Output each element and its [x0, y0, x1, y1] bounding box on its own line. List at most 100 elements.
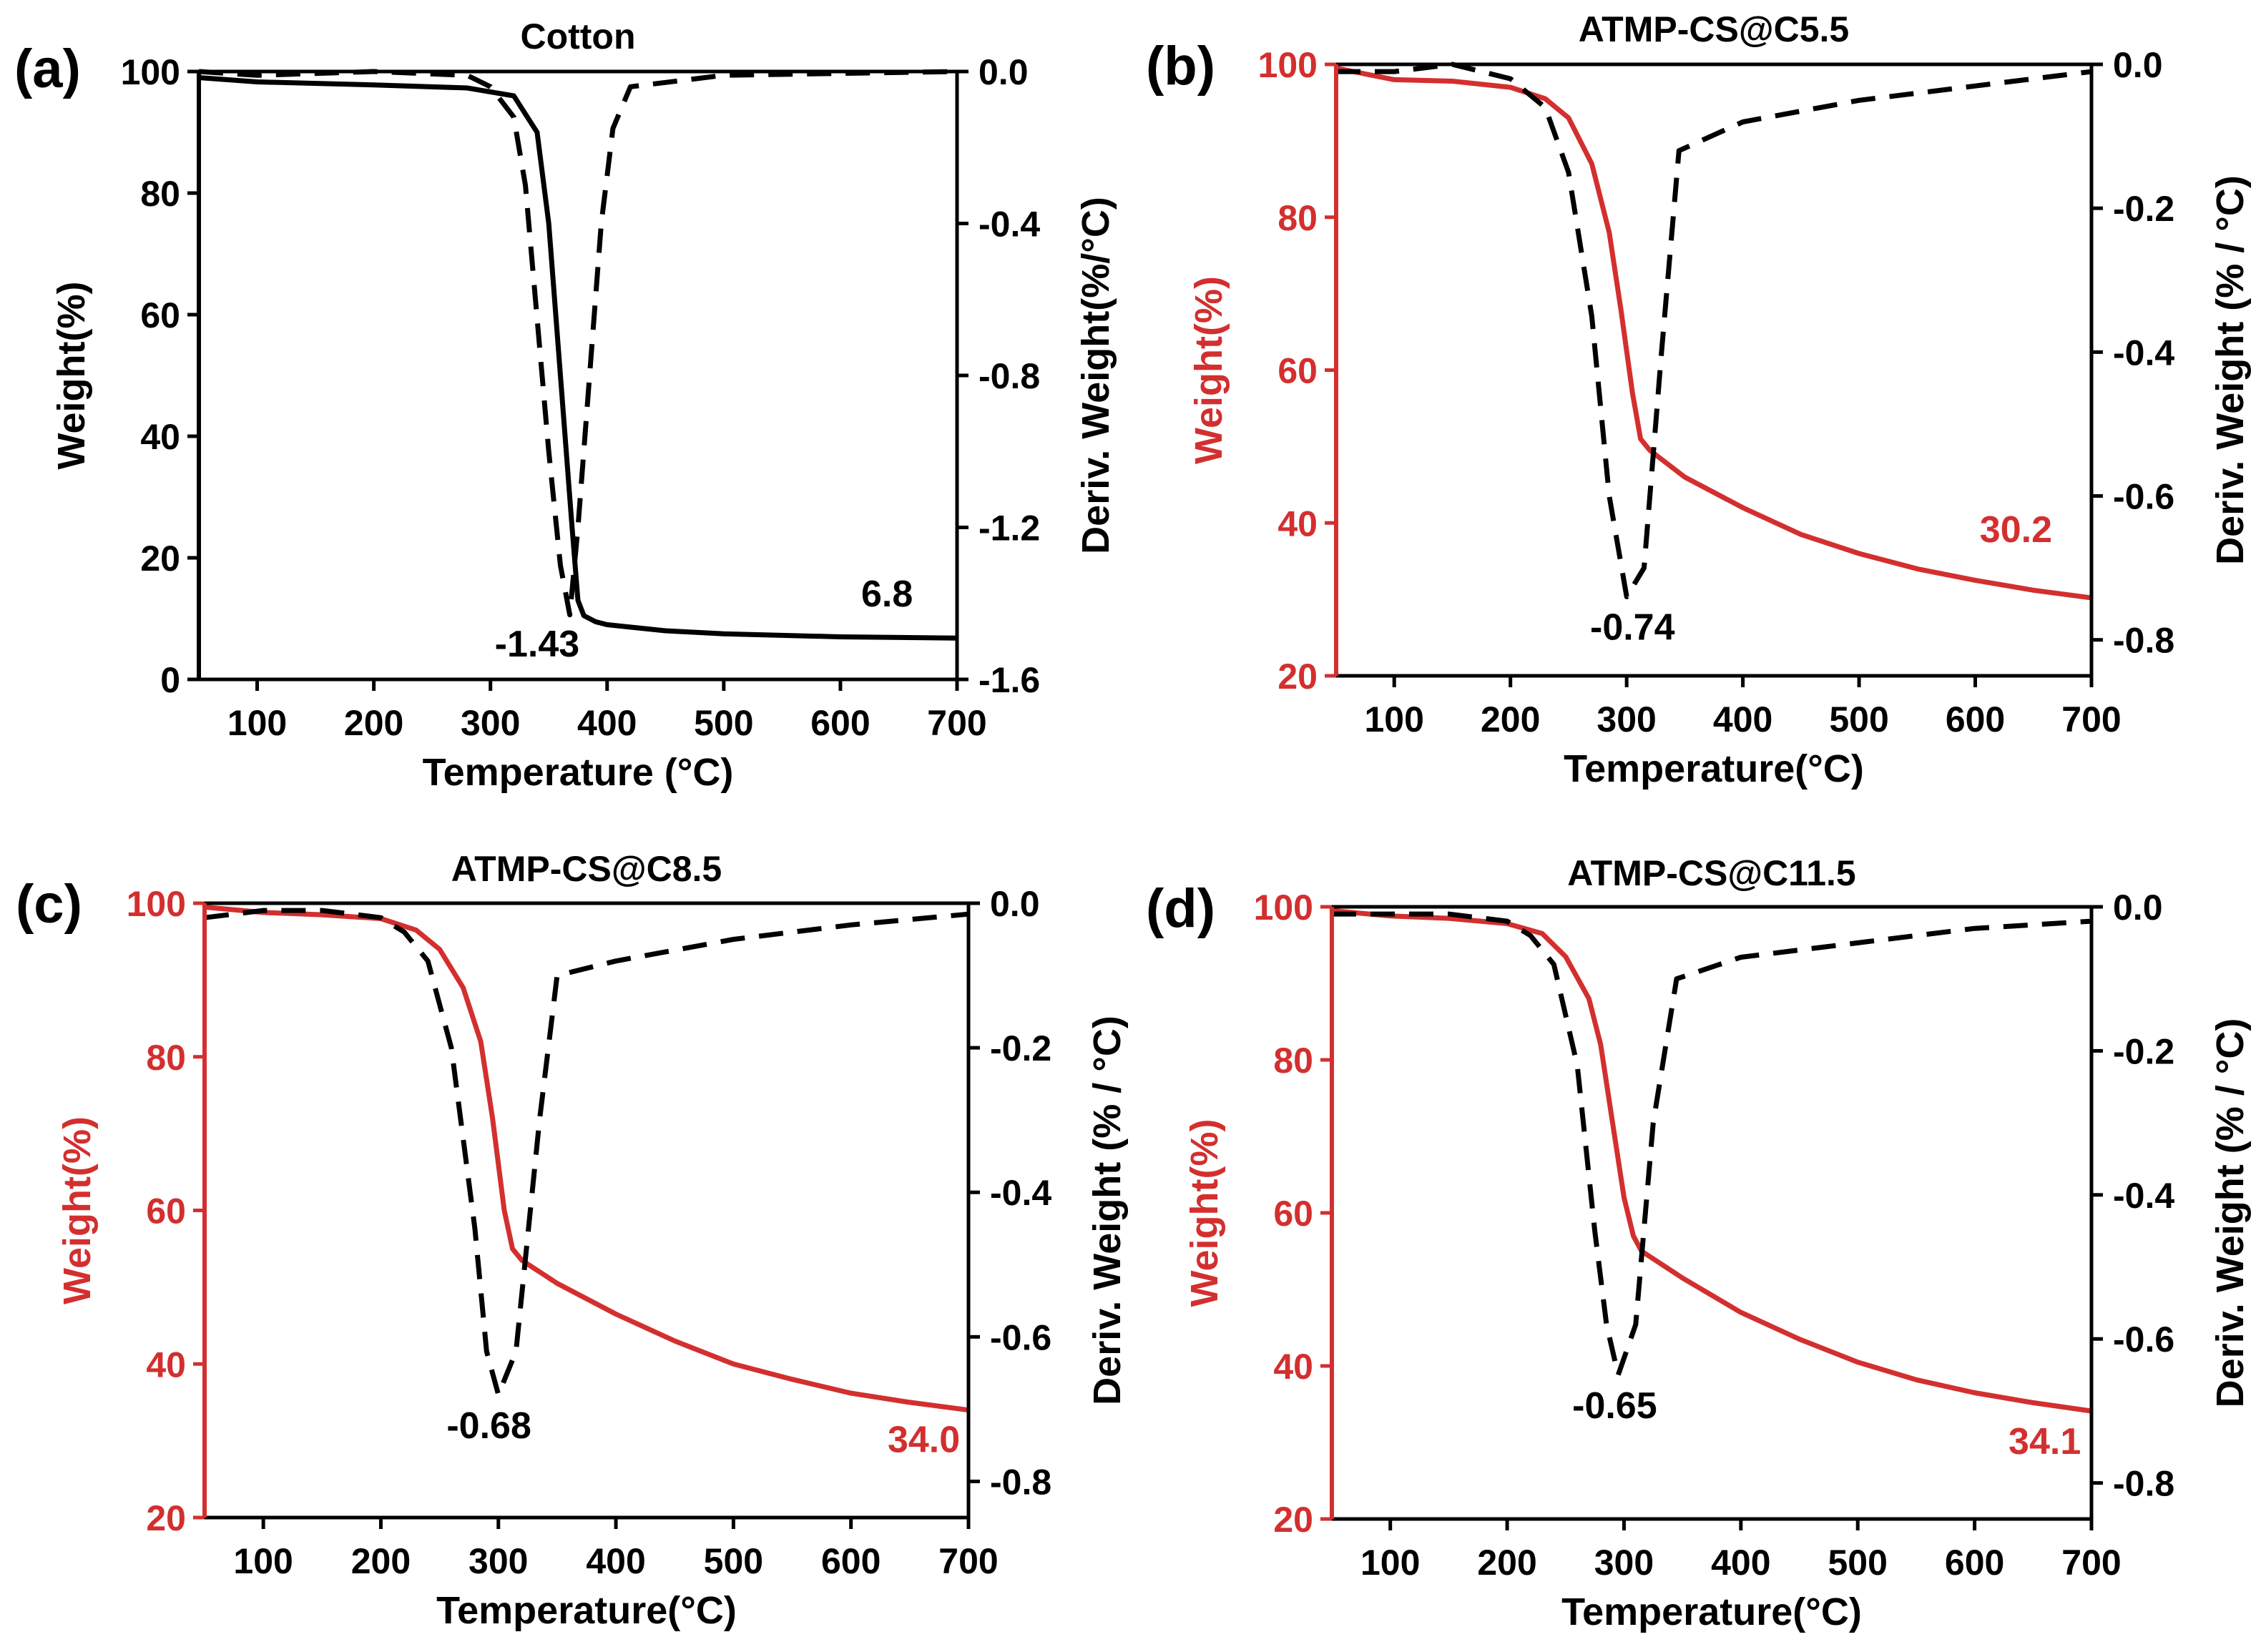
x-tick-label: 100 [227, 703, 287, 743]
chart-title: ATMP-CS@C8.5 [451, 849, 722, 889]
y-right-tick-label: -0.2 [2113, 1031, 2174, 1071]
x-tick-label: 700 [2061, 1543, 2121, 1583]
y-axis-left-label: Weight(%) [56, 1116, 99, 1304]
x-tick-label: 300 [461, 703, 520, 743]
x-tick-label: 200 [1481, 699, 1540, 739]
panel-label: (d) [1146, 878, 1215, 939]
y-right-tick-label: -0.8 [2113, 621, 2174, 661]
data-annotation: 30.2 [1980, 509, 2052, 551]
x-tick-label: 300 [1594, 1543, 1654, 1583]
y-axis-left-label: Weight(%) [1187, 276, 1230, 464]
y-right-tick-label: 0.0 [2113, 888, 2163, 928]
y-right-tick-label: -0.4 [2113, 333, 2174, 373]
deriv-weight-series-line [198, 69, 958, 618]
y-right-tick-label: -1.6 [978, 660, 1040, 700]
y-left-tick-label: 100 [121, 52, 180, 92]
weight-series-line [204, 904, 969, 1413]
panel-label: (a) [14, 39, 81, 99]
y-right-tick-label: -0.6 [2113, 477, 2174, 517]
deriv-weight-series-line [1336, 62, 2092, 599]
y-right-tick-label: -0.2 [990, 1028, 1051, 1068]
data-annotation: 6.8 [861, 574, 913, 615]
y-right-tick-label: -0.4 [990, 1173, 1051, 1213]
data-annotation: -0.68 [446, 1405, 531, 1447]
y-axis-right-label: Deriv. Weight (% / °C) [2209, 175, 2252, 565]
data-annotation: 34.1 [2008, 1421, 2081, 1462]
x-tick-label: 300 [469, 1541, 528, 1581]
y-axis-right-label: Deriv. Weight(%/°C) [1074, 197, 1117, 554]
y-right-tick-label: -0.8 [2113, 1464, 2174, 1504]
y-right-tick-label: -0.2 [2113, 189, 2174, 229]
weight-series-line [1331, 908, 2092, 1414]
x-tick-label: 600 [821, 1541, 881, 1581]
x-tick-label: 100 [1360, 1543, 1420, 1583]
y-right-tick-label: 0.0 [978, 52, 1029, 92]
x-tick-label: 700 [2061, 699, 2121, 739]
chart-title: ATMP-CS@C11.5 [1567, 853, 1855, 893]
y-axis-right-label: Deriv. Weight (% / °C) [2209, 1018, 2252, 1408]
y-right-tick-label: -0.4 [978, 205, 1040, 245]
weight-series-line [1335, 65, 2092, 601]
weight-series-line [198, 75, 958, 641]
y-left-tick-label: 80 [146, 1038, 186, 1078]
y-left-tick-label: 100 [1258, 45, 1318, 85]
y-left-tick-label: 80 [1273, 1041, 1313, 1081]
x-tick-label: 200 [351, 1541, 411, 1581]
y-left-tick-label: 100 [127, 884, 186, 924]
y-left-tick-label: 40 [1277, 503, 1318, 544]
y-left-tick-label: 60 [1277, 351, 1318, 391]
y-right-tick-label: -1.2 [978, 508, 1040, 549]
x-tick-label: 400 [577, 703, 637, 743]
x-tick-label: 500 [1829, 699, 1888, 739]
data-annotation: -1.43 [495, 624, 580, 665]
y-right-tick-label: -0.8 [990, 1462, 1051, 1502]
x-tick-label: 500 [704, 1541, 763, 1581]
panel-label: (c) [16, 874, 82, 935]
x-tick-label: 600 [1946, 699, 2005, 739]
y-left-tick-label: 80 [140, 174, 180, 214]
data-annotation: -0.74 [1590, 607, 1675, 649]
x-tick-label: 400 [1713, 699, 1772, 739]
x-tick-label: 400 [586, 1541, 645, 1581]
panel-d: (d) ATMP-CS@C11.5 100 200 300 400 500 600 700 20 4… [1146, 853, 2252, 1633]
y-left-tick-label: 40 [1273, 1347, 1313, 1387]
deriv-weight-series-line [1332, 911, 2092, 1378]
y-axis-right-label: Deriv. Weight (% / °C) [1086, 1016, 1129, 1405]
y-right-tick-label: -0.6 [2113, 1319, 2174, 1360]
data-annotation: 34.0 [888, 1420, 960, 1461]
y-left-tick-label: 60 [1273, 1194, 1313, 1234]
panel-c: (c) ATMP-CS@C8.5 100 200 300 400 500 600 700 20 40… [16, 849, 1129, 1632]
panel-b: (b) ATMP-CS@C5.5 100 200 300 400 500 600 700 20 40… [1146, 9, 2252, 790]
x-tick-label: 500 [1828, 1543, 1888, 1583]
x-axis-label: Temperature (°C) [423, 751, 734, 794]
y-left-tick-label: 100 [1254, 888, 1313, 928]
x-tick-label: 700 [938, 1541, 998, 1581]
x-tick-label: 100 [1365, 699, 1424, 739]
data-annotation: -0.65 [1572, 1385, 1657, 1427]
deriv-weight-series-line [204, 908, 969, 1397]
y-left-tick-label: 20 [140, 539, 180, 579]
y-right-tick-label: -0.4 [2113, 1176, 2174, 1216]
y-left-tick-label: 0 [160, 660, 180, 700]
y-left-tick-label: 80 [1277, 198, 1318, 238]
x-tick-label: 600 [1945, 1543, 2004, 1583]
y-axis-left-label: Weight(%) [50, 282, 93, 470]
x-tick-label: 700 [927, 703, 986, 743]
y-left-tick-label: 40 [140, 417, 180, 457]
y-left-tick-label: 20 [1277, 657, 1318, 697]
x-tick-label: 200 [1477, 1543, 1536, 1583]
x-tick-label: 600 [810, 703, 870, 743]
chart-title: Cotton [520, 16, 635, 56]
panel-a: (a) Cotton 100 200 300 400 500 600 700 0 20 40 60 80 1… [14, 16, 1117, 794]
x-tick-label: 200 [344, 703, 403, 743]
x-tick-label: 500 [694, 703, 753, 743]
x-tick-label: 100 [233, 1541, 293, 1581]
x-axis-label: Temperature(°C) [1561, 1590, 1862, 1633]
y-left-tick-label: 20 [146, 1498, 186, 1538]
y-left-tick-label: 40 [146, 1344, 186, 1385]
y-right-tick-label: -0.6 [990, 1317, 1051, 1357]
x-axis-label: Temperature(°C) [436, 1589, 737, 1632]
y-left-tick-label: 60 [146, 1191, 186, 1231]
x-tick-label: 400 [1711, 1543, 1770, 1583]
